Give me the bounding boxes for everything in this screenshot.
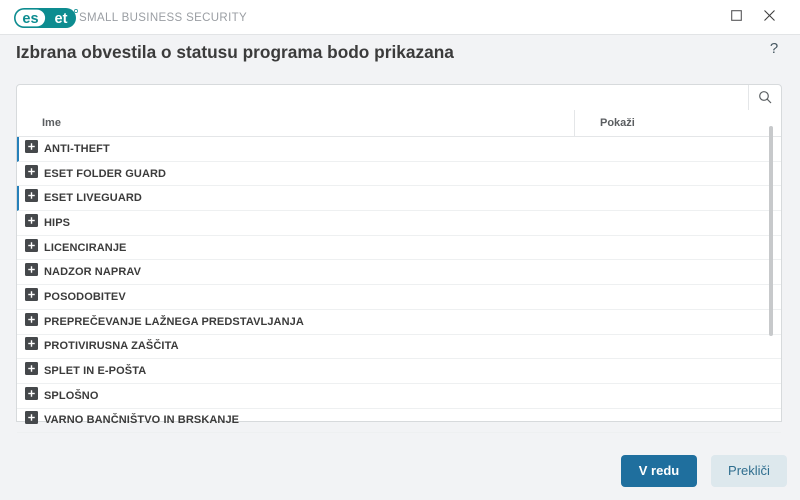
svg-text:?: ? bbox=[770, 40, 778, 56]
svg-text:es: es bbox=[22, 11, 38, 27]
svg-text:et: et bbox=[55, 11, 68, 27]
